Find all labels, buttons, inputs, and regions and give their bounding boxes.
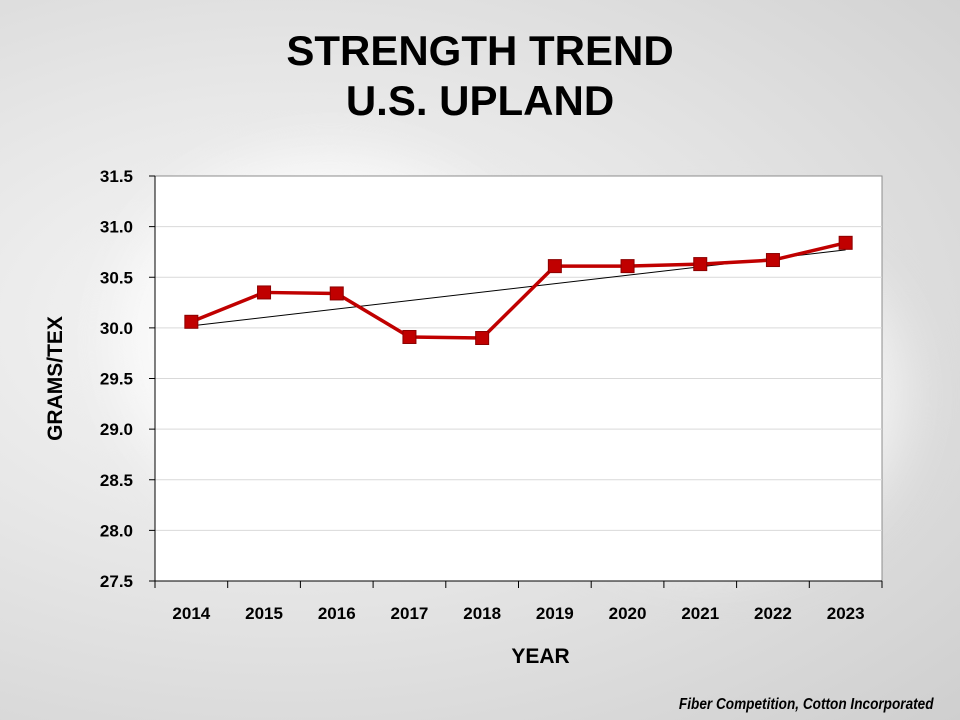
data-point-marker [475, 331, 490, 345]
y-tick-label: 27.5 [100, 572, 133, 591]
x-tick-label: 2019 [536, 604, 574, 623]
title-line-2: U.S. UPLAND [345, 77, 615, 124]
data-point-marker [329, 286, 344, 301]
data-point-marker [693, 257, 708, 272]
y-tick-label: 30.0 [100, 319, 133, 338]
data-point-marker [620, 259, 635, 274]
source-credit: Fiber Competition, Cotton Incorporated [679, 696, 934, 713]
data-point-marker [765, 253, 780, 268]
x-tick-label: 2016 [318, 604, 356, 623]
x-tick-label: 2020 [609, 604, 647, 623]
y-axis-title: GRAMS/TEX [44, 316, 67, 441]
y-tick-label: 28.0 [100, 521, 133, 540]
x-tick-label: 2021 [681, 604, 719, 623]
x-tick-label: 2017 [391, 604, 429, 623]
x-tick-label: 2023 [827, 604, 865, 623]
data-point-marker [402, 329, 417, 344]
chart-title: STRENGTH TREND U.S. UPLAND [0, 26, 960, 126]
x-axis-title: YEAR [511, 645, 569, 668]
data-point-marker [838, 235, 853, 250]
data-point-marker [184, 314, 199, 329]
data-point-marker [257, 285, 272, 300]
x-tick-label: 2014 [172, 604, 210, 623]
y-tick-label: 31.5 [100, 167, 133, 186]
x-tick-label: 2015 [245, 604, 283, 623]
y-tick-label: 30.5 [100, 268, 133, 287]
data-point-marker [547, 259, 562, 274]
series-line [190, 241, 847, 340]
y-tick-label: 31.0 [100, 218, 133, 237]
y-tick-label: 29.0 [100, 420, 133, 439]
x-tick-label: 2022 [754, 604, 792, 623]
y-tick-label: 28.5 [100, 471, 133, 490]
y-tick-label: 29.5 [100, 370, 133, 389]
x-tick-label: 2018 [463, 604, 501, 623]
title-line-1: STRENGTH TREND [286, 27, 674, 74]
